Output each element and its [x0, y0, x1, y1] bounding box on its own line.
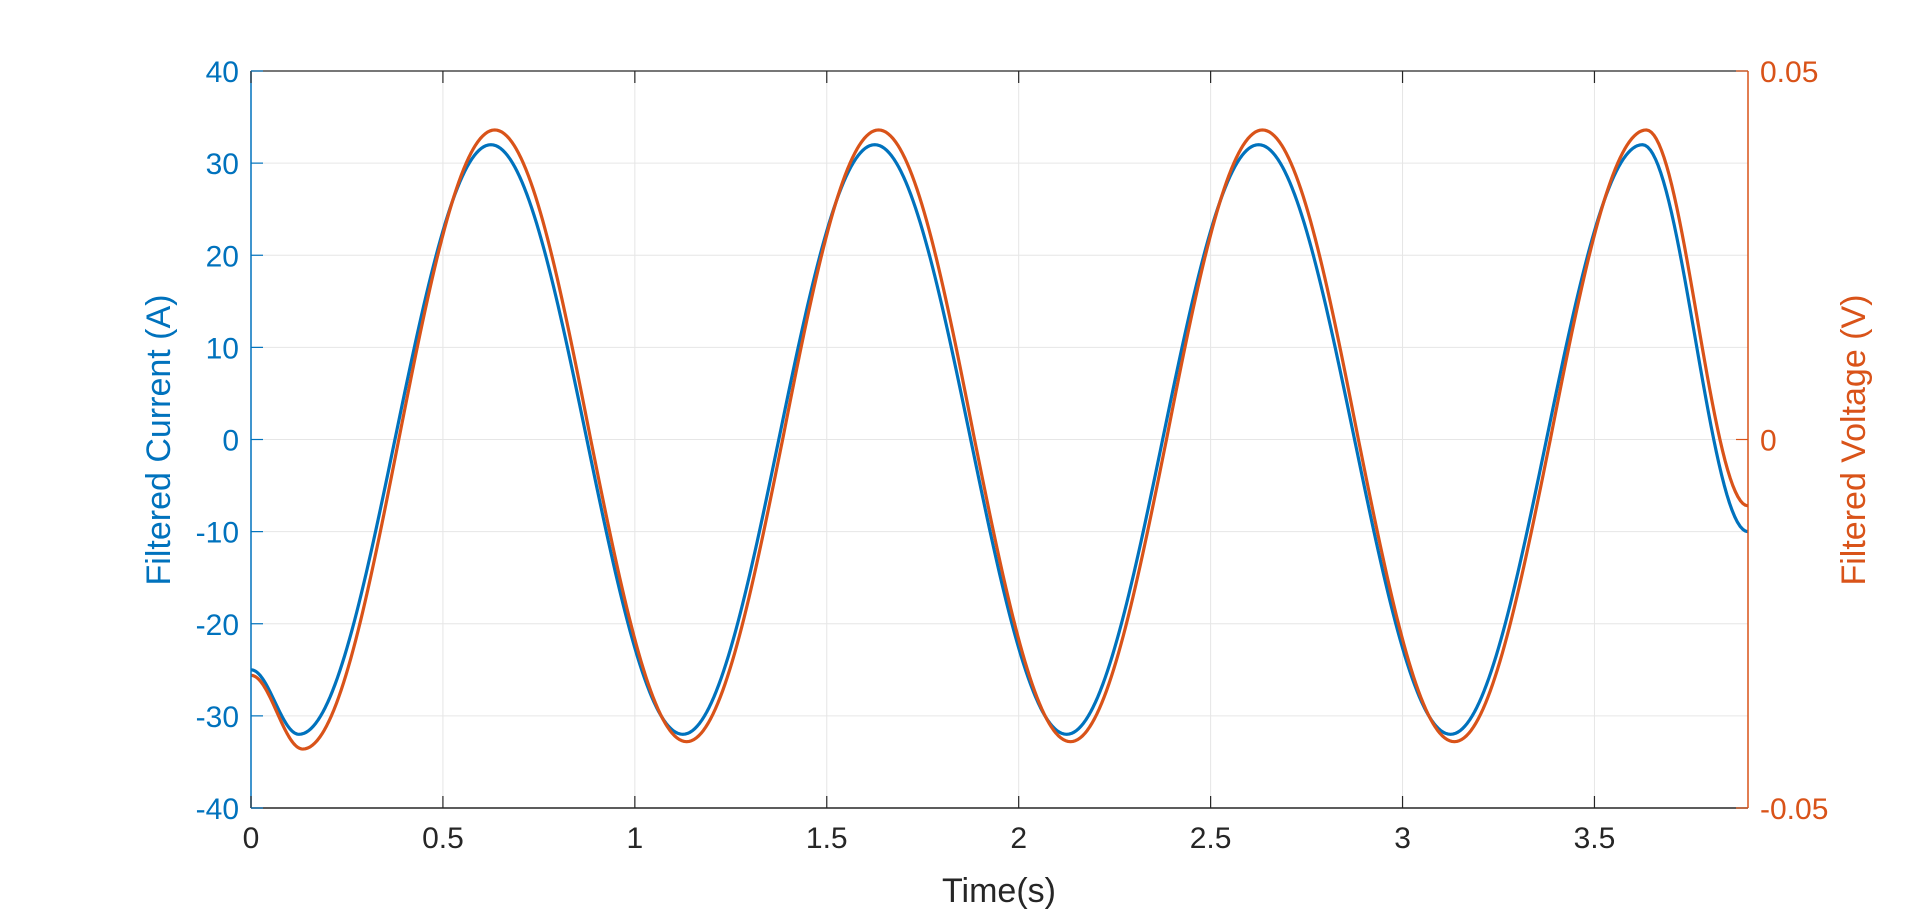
x-tick-label: 3.5 [1574, 822, 1616, 855]
left-y-tick-label: 20 [206, 240, 239, 273]
x-tick-label: 1.5 [806, 822, 848, 855]
left-y-axis-label: Filtered Current (A) [140, 295, 178, 586]
left-y-tick-label: 30 [206, 148, 239, 181]
left-y-tick-label: 10 [206, 332, 239, 365]
left-y-tick-label: -40 [196, 793, 239, 826]
x-tick-label: 1 [627, 822, 644, 855]
left-y-tick-label: 40 [206, 56, 239, 89]
right-y-tick-label: -0.05 [1760, 793, 1828, 826]
x-tick-label: 3 [1394, 822, 1411, 855]
series-layer [250, 128, 1749, 751]
left-y-tick-label: -20 [196, 609, 239, 642]
right-y-axis-label: Filtered Voltage (V) [1835, 294, 1873, 585]
left-y-tick-label: -10 [196, 517, 239, 550]
left-y-tick-label: 0 [222, 425, 239, 458]
ticks-layer: 0 0.5 1 1.5 2 2.5 3 3.5 40 30 20 10 0 -10 -20 -30 -40 0.0… [196, 56, 1829, 855]
left-y-tick-label: -30 [196, 701, 239, 734]
voltage-series-line [250, 128, 1749, 751]
right-y-tick-label: 0 [1760, 425, 1777, 458]
grid-layer [250, 70, 1748, 809]
x-tick-label: 0.5 [422, 822, 464, 855]
x-tick-label: 2.5 [1190, 822, 1232, 855]
right-y-tick-label: 0.05 [1760, 56, 1818, 89]
x-axis-label: Time(s) [942, 872, 1056, 910]
x-tick-label: 2 [1010, 822, 1027, 855]
x-tick-label: 0 [243, 822, 260, 855]
